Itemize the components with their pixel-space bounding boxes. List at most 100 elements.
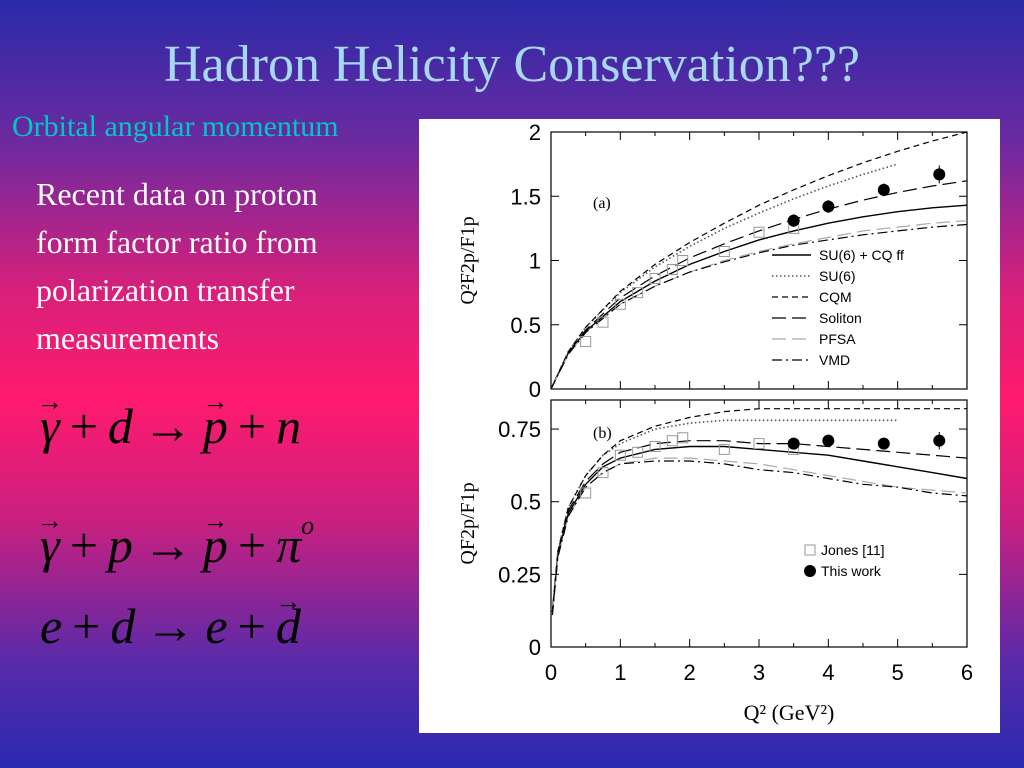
panel-label: (a) xyxy=(593,195,611,212)
series-line xyxy=(551,440,968,613)
plot-frame xyxy=(550,399,968,648)
legend-label: Jones [11] xyxy=(821,542,885,558)
eq-operator: + xyxy=(72,598,101,654)
eq-term: d xyxy=(107,398,133,454)
series-line xyxy=(550,220,968,390)
series-line xyxy=(551,408,967,613)
x-tick-label: 1 xyxy=(614,660,626,685)
data-point xyxy=(632,446,644,458)
legend-label: CQM xyxy=(819,289,852,305)
eq-superscript: o xyxy=(301,511,315,540)
data-point xyxy=(649,440,661,452)
data-point xyxy=(580,487,592,499)
data-point xyxy=(649,272,661,284)
body-paragraph: Recent data on proton form factor ratio … xyxy=(36,170,416,362)
x-axis-label: Q² (GeV²) xyxy=(744,700,835,725)
legend-label: SU(6) + CQ ff xyxy=(819,247,904,263)
data-point xyxy=(787,214,800,227)
data-point xyxy=(677,255,689,266)
series-line xyxy=(550,163,898,390)
slide-subtitle: Orbital angular momentum xyxy=(12,110,339,143)
y-tick-label: 0.25 xyxy=(498,562,541,587)
series-line xyxy=(550,204,968,390)
eq-term: e xyxy=(40,598,63,654)
data-point xyxy=(614,298,626,310)
data-point xyxy=(877,183,890,196)
data-point xyxy=(580,335,592,347)
y-tick-label: 2 xyxy=(529,120,541,145)
y-tick-label: 1.5 xyxy=(510,184,541,209)
series-line xyxy=(551,457,968,616)
series-line xyxy=(550,180,968,390)
y-tick-label: 0 xyxy=(529,635,541,660)
eq-term: π xyxy=(276,517,302,573)
y-tick-label: 0 xyxy=(529,377,541,402)
form-factor-chart: 0 0.5 1 1.5 2 Q²F2p/F1p (a) SU(6) + CQ ff SU(6) C… xyxy=(457,120,973,725)
panel-label: (b) xyxy=(593,425,612,442)
slide-title: Hadron Helicity Conservation??? xyxy=(164,36,860,93)
data-point xyxy=(877,437,890,450)
eq-arrow: → xyxy=(142,398,193,454)
eq-term: d xyxy=(110,598,136,654)
reaction-equation-1: γ+d→p+n xyxy=(40,396,301,456)
series-line xyxy=(551,419,898,613)
form-factor-figure: 0 0.5 1 1.5 2 Q²F2p/F1p (a) SU(6) + CQ ff SU(6) C… xyxy=(419,119,1000,733)
y-tick-label: 1 xyxy=(529,249,541,274)
y-axis-label: QF2p/F1p xyxy=(457,482,479,564)
legend-label: SU(6) xyxy=(819,268,856,284)
eq-operator: + xyxy=(69,517,98,573)
data-point xyxy=(822,434,835,447)
plot-frame xyxy=(550,131,968,390)
series-line xyxy=(550,223,968,390)
y-tick-label: 0.75 xyxy=(498,417,541,442)
eq-term: p xyxy=(203,515,228,575)
data-point xyxy=(753,226,765,238)
eq-term: γ xyxy=(40,515,60,575)
eq-term: n xyxy=(276,398,302,454)
x-tick-label: 6 xyxy=(961,660,973,685)
data-point xyxy=(597,467,609,479)
legend-label: PFSA xyxy=(819,331,856,347)
body-line: Recent data on proton xyxy=(36,176,318,212)
eq-arrow: → xyxy=(145,598,196,654)
series-line xyxy=(550,131,968,390)
reaction-equation-2: γ+p→p+πo xyxy=(40,496,314,575)
eq-term: e xyxy=(205,598,228,654)
eq-term: p xyxy=(107,517,133,573)
eq-operator: + xyxy=(69,398,98,454)
legend-marker xyxy=(804,544,816,556)
eq-operator: + xyxy=(237,598,266,654)
legend-label: This work xyxy=(821,563,882,579)
eq-operator: + xyxy=(237,398,267,454)
eq-term: d xyxy=(276,596,301,656)
series-line xyxy=(551,460,968,616)
legend-label: VMD xyxy=(819,352,850,368)
body-line: polarization transfer xyxy=(36,272,295,308)
data-point xyxy=(787,437,800,450)
x-tick-label: 3 xyxy=(753,660,765,685)
y-tick-label: 0.5 xyxy=(510,313,541,338)
eq-term: γ xyxy=(40,396,60,456)
y-tick-label: 0.5 xyxy=(510,490,541,515)
x-tick-label: 2 xyxy=(684,660,696,685)
x-tick-label: 5 xyxy=(892,660,904,685)
body-line: measurements xyxy=(36,320,220,356)
data-point xyxy=(753,438,765,450)
data-point xyxy=(666,263,678,275)
data-point xyxy=(718,246,730,258)
x-tick-label: 0 xyxy=(545,660,557,685)
eq-term: p xyxy=(203,396,228,456)
data-point xyxy=(933,434,946,447)
eq-arrow: → xyxy=(142,517,193,573)
reaction-equation-3: e+d→e+d xyxy=(40,596,301,656)
data-point xyxy=(666,435,678,447)
body-line: form factor ratio from xyxy=(36,224,318,260)
data-point xyxy=(822,200,835,213)
data-point xyxy=(597,316,609,328)
legend-label: Soliton xyxy=(819,310,862,326)
x-tick-label: 4 xyxy=(822,660,834,685)
data-point xyxy=(614,449,626,461)
series-line xyxy=(551,445,968,613)
data-point xyxy=(632,287,644,299)
eq-operator: + xyxy=(237,517,267,573)
